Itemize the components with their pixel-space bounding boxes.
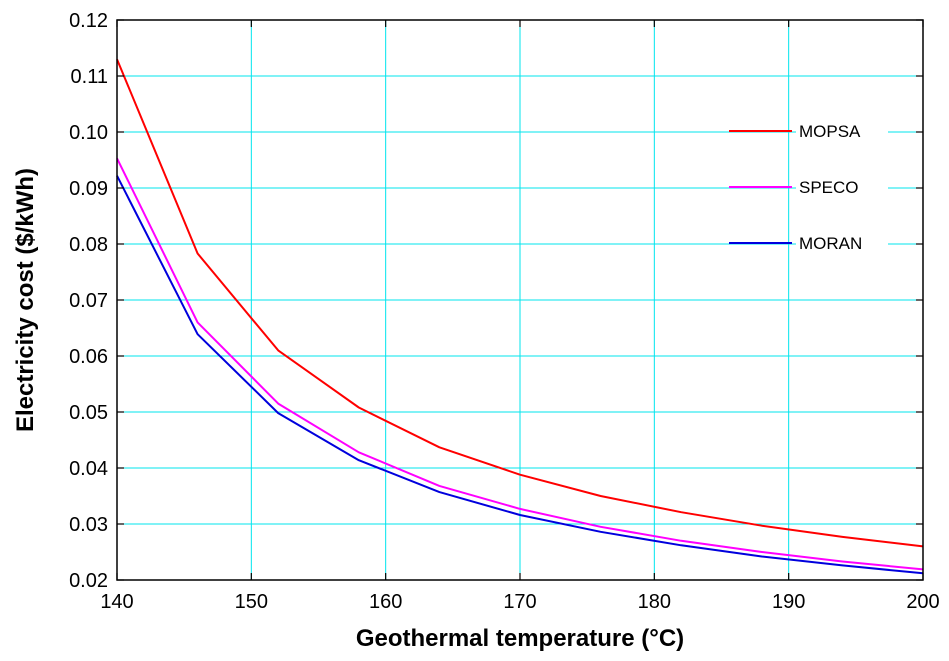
- axis-ticks: 140 150 160 170 180 190 200 0.02 0.03 0.04 0.05 0.0…: [69, 10, 940, 613]
- y-axis-title: Electricity cost ($/kWh): [12, 168, 39, 432]
- legend-label: SPECO: [799, 178, 859, 197]
- x-tick-label: 170: [503, 591, 536, 613]
- series-lines: [116, 58, 924, 575]
- legend-label-background: [796, 175, 888, 199]
- x-axis-title: Geothermal temperature (°C): [356, 625, 684, 652]
- y-tick-label: 0.02: [69, 570, 108, 592]
- y-tick-label: 0.12: [69, 10, 108, 32]
- x-tick-label: 180: [638, 591, 671, 613]
- y-tick-label: 0.04: [69, 458, 108, 480]
- x-tick-label: 160: [369, 591, 402, 613]
- x-tick-label: 140: [100, 591, 133, 613]
- legend-label-background: [796, 119, 888, 143]
- x-tick-label: 190: [772, 591, 805, 613]
- legend: MOPSA SPECO MORAN: [729, 119, 888, 255]
- legend-label-background: [796, 231, 888, 255]
- series-line-speco: [116, 157, 924, 571]
- y-tick-label: 0.09: [69, 178, 108, 200]
- y-tick-label: 0.11: [71, 66, 108, 88]
- y-tick-label: 0.08: [69, 234, 108, 256]
- legend-label: MOPSA: [799, 122, 861, 141]
- x-tick-label: 200: [906, 591, 939, 613]
- series-line-mopsa: [116, 58, 924, 548]
- y-tick-label: 0.03: [69, 514, 108, 536]
- y-tick-label: 0.05: [69, 402, 108, 424]
- y-tick-label: 0.06: [69, 346, 108, 368]
- y-tick-label: 0.10: [69, 122, 108, 144]
- series-line-moran: [116, 175, 924, 575]
- legend-label: MORAN: [799, 234, 862, 253]
- x-tick-label: 150: [235, 591, 268, 613]
- grid-lines: [117, 20, 923, 580]
- y-tick-label: 0.07: [69, 290, 108, 312]
